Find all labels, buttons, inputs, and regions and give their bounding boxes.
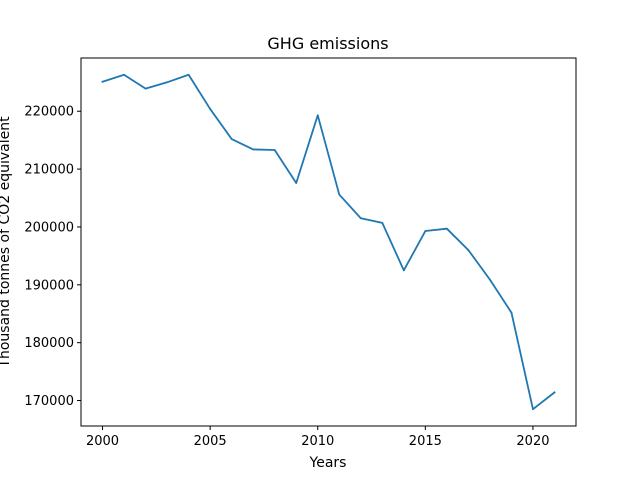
data-point <box>553 391 556 394</box>
plot-area <box>101 73 556 411</box>
data-point <box>338 193 341 196</box>
data-point <box>316 114 319 117</box>
x-tick-label: 2005 <box>194 434 227 449</box>
data-point <box>402 269 405 272</box>
data-point <box>187 73 190 76</box>
data-point <box>209 108 212 110</box>
data-point <box>424 230 427 232</box>
y-tick-label: 220000 <box>24 105 74 120</box>
data-point <box>510 311 513 314</box>
x-tick-label: 2010 <box>301 434 334 449</box>
y-tick-label: 200000 <box>24 220 74 235</box>
y-tick-label: 210000 <box>24 163 74 178</box>
plot-frame <box>80 57 577 427</box>
data-point <box>532 408 534 411</box>
data-point <box>445 227 448 230</box>
data-point <box>467 249 470 252</box>
data-point <box>295 182 298 184</box>
series-line <box>101 73 556 411</box>
data-point <box>273 149 276 151</box>
x-axis-ticks: 2000 2005 2010 2015 2020 <box>86 426 550 449</box>
chart-title: GHG emissions <box>267 34 388 53</box>
x-axis-label: Years <box>309 455 347 471</box>
data-point <box>101 80 104 83</box>
y-tick-label: 190000 <box>24 278 74 293</box>
data-point <box>252 148 255 151</box>
data-point <box>144 87 147 90</box>
data-point <box>123 73 125 76</box>
data-point <box>489 278 491 281</box>
data-point <box>230 138 233 140</box>
x-tick-label: 2000 <box>86 434 119 449</box>
y-axis-label: Thousand tonnes of CO2 equivalent <box>0 116 13 369</box>
data-point <box>166 81 168 84</box>
y-tick-label: 180000 <box>24 336 74 351</box>
data-point <box>381 222 384 224</box>
y-tick-label: 170000 <box>24 394 74 409</box>
x-tick-label: 2020 <box>516 434 549 449</box>
data-point <box>359 217 362 220</box>
x-tick-label: 2015 <box>409 434 442 449</box>
y-axis-ticks: 170000 180000 190000 200000 210000 220000 <box>24 105 81 409</box>
